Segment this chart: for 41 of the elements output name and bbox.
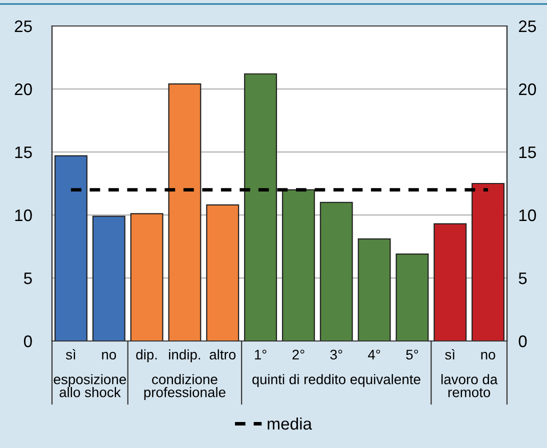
bar: [92, 216, 126, 341]
y-tick-label: 20: [14, 83, 32, 96]
bar: [472, 182, 505, 341]
x-tick-label: indip.: [169, 349, 200, 362]
bar: [358, 238, 391, 341]
x-tick-label: no: [481, 352, 496, 360]
x-tick-label: 5°: [406, 350, 418, 360]
x-tick-label: sì: [66, 349, 76, 360]
x-tick-label: 2°: [292, 350, 304, 360]
text: esposizione allo shock: [54, 374, 126, 398]
x-tick-label: 1°: [254, 350, 266, 360]
text: condizione professionale: [144, 374, 226, 400]
y-tick-label: 10: [15, 209, 32, 222]
y2-tick-label: 0: [518, 335, 527, 348]
y2-tick-label: 5: [518, 272, 527, 284]
text: quinti di reddito equivalente: [252, 374, 420, 388]
y2-tick-label: 20: [518, 83, 536, 96]
x-tick-label: dip.: [136, 349, 157, 362]
bar: [168, 83, 202, 341]
bar: [54, 155, 88, 341]
y2-tick-label: 25: [518, 20, 536, 32]
legend-label: media: [268, 417, 312, 430]
y-tick-label: 0: [24, 335, 32, 348]
y2-tick-label: 15: [519, 146, 536, 158]
bar: [130, 213, 164, 341]
bar: [282, 189, 315, 341]
x-tick-label: sì: [445, 349, 455, 360]
x-tick-label: altro: [210, 349, 236, 360]
bar: [320, 202, 353, 341]
y2-tick-label: 10: [519, 209, 536, 222]
x-tick-label: 4°: [368, 350, 380, 360]
bar: [396, 254, 429, 341]
bar: [206, 204, 240, 341]
bar: [244, 73, 278, 341]
x-tick-label: 3°: [330, 350, 342, 360]
y-tick-label: 15: [15, 146, 32, 158]
x-tick-label: no: [102, 352, 116, 360]
y-tick-label: 25: [14, 20, 32, 32]
bar: [434, 223, 467, 341]
text: lavoro da remoto: [441, 374, 498, 398]
y-tick-label: 5: [24, 272, 32, 284]
